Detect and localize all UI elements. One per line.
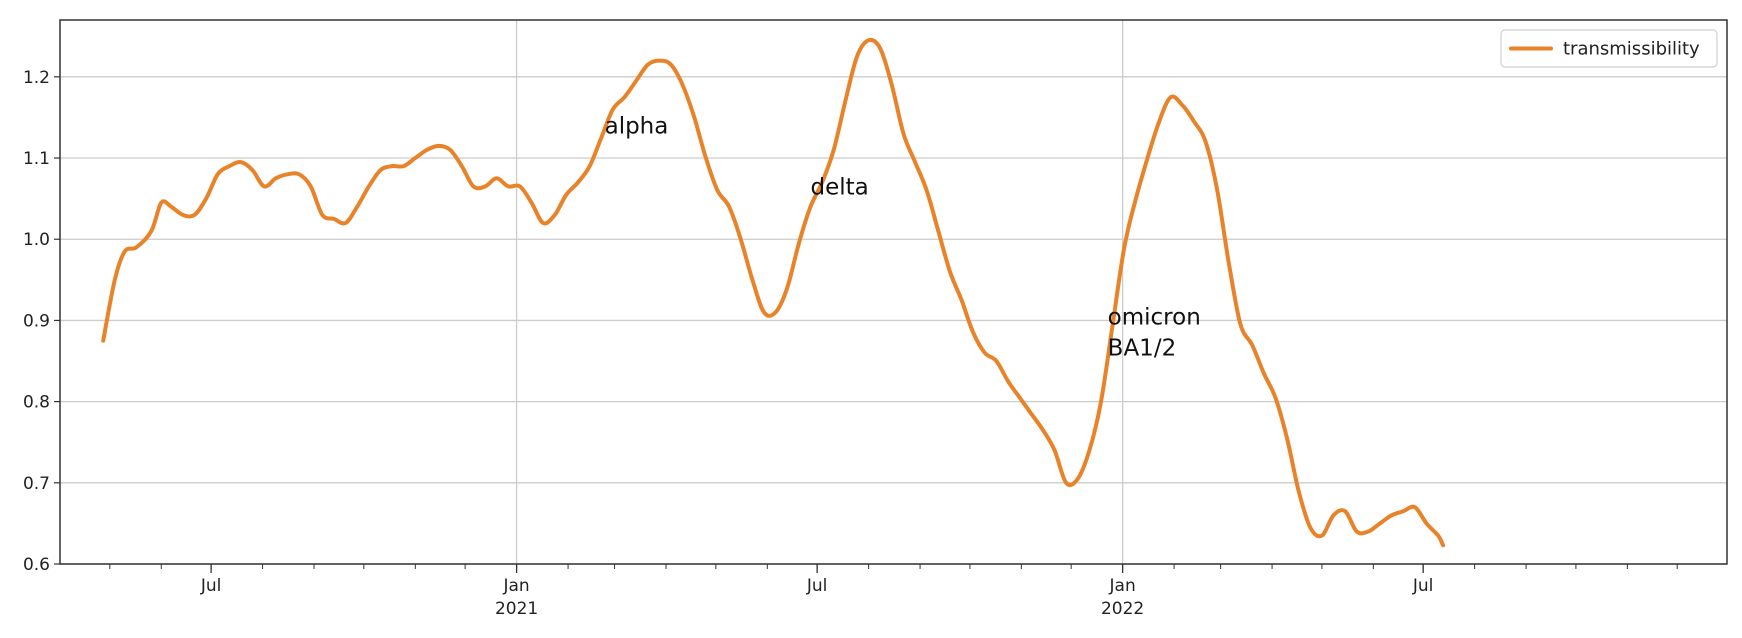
y-tick-label: 0.7 xyxy=(23,474,50,494)
series-lines xyxy=(101,37,1446,548)
axis-ticks: 0.6 0.7 0.8 0.9 1.0 1.1 1.2 Jul Jan 2021 Jul Jan 202… xyxy=(23,68,1678,619)
series-line-transmissibility xyxy=(101,37,1446,548)
y-tick-label: 0.8 xyxy=(23,393,50,413)
x-tick-sublabel: 2021 xyxy=(495,599,538,619)
x-tick-sublabel: 2022 xyxy=(1101,599,1144,619)
annotations: alpha delta omicron BA1/2 xyxy=(605,114,1201,362)
x-tick-label: Jul xyxy=(200,576,222,596)
annotation-omicron: omicron BA1/2 xyxy=(1108,304,1201,361)
y-tick-label: 1.2 xyxy=(23,68,50,88)
x-tick-label: Jan xyxy=(502,576,529,596)
y-tick-label: 1.0 xyxy=(23,230,50,250)
x-tick-label: Jul xyxy=(1412,576,1434,596)
plot-frame xyxy=(59,19,1728,565)
y-tick-label: 0.6 xyxy=(23,555,50,575)
legend-label: transmissibility xyxy=(1563,39,1700,60)
grid-lines xyxy=(60,20,1727,565)
legend-box xyxy=(1500,29,1718,68)
x-tick-label: Jul xyxy=(806,576,828,596)
legend: transmissibility xyxy=(1500,29,1718,68)
annotation-alpha: alpha xyxy=(605,114,669,140)
x-tick-label: Jan xyxy=(1109,576,1136,596)
y-tick-label: 0.9 xyxy=(23,311,50,331)
annotation-delta: delta xyxy=(810,175,868,201)
y-tick-label: 1.1 xyxy=(23,149,50,169)
